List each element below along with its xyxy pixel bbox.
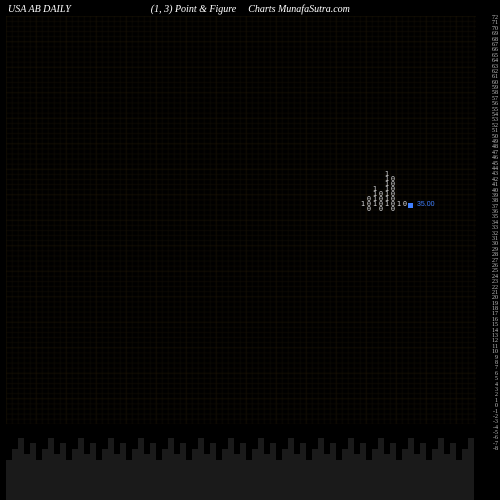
volume-bar [336, 460, 342, 500]
volume-bar [108, 438, 114, 500]
volume-bar [420, 443, 426, 500]
volume-bar [150, 443, 156, 500]
volume-bar [228, 438, 234, 500]
chart-grid [6, 16, 476, 424]
volume-bar [186, 460, 192, 500]
volume-bar [18, 438, 24, 500]
volume-bar [330, 443, 336, 500]
volume-bar [216, 460, 222, 500]
volume-bar [312, 449, 318, 500]
o-column-cell: 0 [390, 207, 396, 213]
volume-bar [378, 438, 384, 500]
volume-bar [462, 449, 468, 500]
volume-bar [240, 443, 246, 500]
volume-bar [282, 449, 288, 500]
volume-bar [156, 460, 162, 500]
volume-bar [144, 454, 150, 500]
volume-bar [66, 460, 72, 500]
volume-bar [276, 460, 282, 500]
volume-bar [414, 454, 420, 500]
volume-bar [444, 454, 450, 500]
o-column-cell: 0 [366, 207, 372, 213]
o-column-cell: 0 [390, 177, 396, 183]
volume-bar [162, 449, 168, 500]
current-price-label: 35.00 [417, 201, 435, 208]
volume-bar [36, 460, 42, 500]
volume-bar [246, 460, 252, 500]
price-marker [408, 203, 413, 208]
volume-bar [408, 438, 414, 500]
volume-bar [78, 438, 84, 500]
volume-bar [438, 438, 444, 500]
volume-bar [180, 443, 186, 500]
volume-bar [426, 460, 432, 500]
volume-bar [114, 454, 120, 500]
volume-bar [72, 449, 78, 500]
volume-bars [6, 432, 476, 500]
volume-bar [318, 438, 324, 500]
volume-bar [42, 449, 48, 500]
volume-bar [138, 438, 144, 500]
volume-bar [264, 454, 270, 500]
volume-bar [222, 449, 228, 500]
volume-bar [198, 438, 204, 500]
volume-bar [468, 438, 474, 500]
volume-bar [342, 449, 348, 500]
volume-bar [288, 438, 294, 500]
volume-bar [252, 449, 258, 500]
volume-bar [348, 438, 354, 500]
volume-bar [54, 454, 60, 500]
volume-bar [432, 449, 438, 500]
volume-bar [324, 454, 330, 500]
volume-bar [192, 449, 198, 500]
volume-bar [90, 443, 96, 500]
volume-bar [300, 443, 306, 500]
volume-bar [60, 443, 66, 500]
volume-bar [390, 443, 396, 500]
volume-bar [402, 449, 408, 500]
volume-bar [24, 454, 30, 500]
volume-bar [234, 454, 240, 500]
volume-bar [12, 449, 18, 500]
volume-bar [396, 460, 402, 500]
volume-bar [294, 454, 300, 500]
volume-bar [366, 460, 372, 500]
volume-bar [306, 460, 312, 500]
volume-bar [96, 460, 102, 500]
volume-bar [174, 454, 180, 500]
volume-bar [258, 438, 264, 500]
volume-bar [204, 454, 210, 500]
y-axis: 7271706968676665646362616059585756555453… [478, 16, 498, 424]
volume-bar [6, 460, 12, 500]
volume-bar [456, 460, 462, 500]
volume-bar [126, 460, 132, 500]
volume-bar [270, 443, 276, 500]
volume-bar [372, 449, 378, 500]
volume-bar [168, 438, 174, 500]
volume-bar [48, 438, 54, 500]
volume-bar [120, 443, 126, 500]
o-column-cell: 0 [378, 207, 384, 213]
y-tick: -8 [478, 447, 498, 452]
volume-bar [354, 454, 360, 500]
volume-bar [384, 454, 390, 500]
volume-bar [102, 449, 108, 500]
volume-bar [210, 443, 216, 500]
volume-bar [360, 443, 366, 500]
volume-bar [450, 443, 456, 500]
volume-bar [30, 443, 36, 500]
volume-bar [84, 454, 90, 500]
volume-bar [132, 449, 138, 500]
